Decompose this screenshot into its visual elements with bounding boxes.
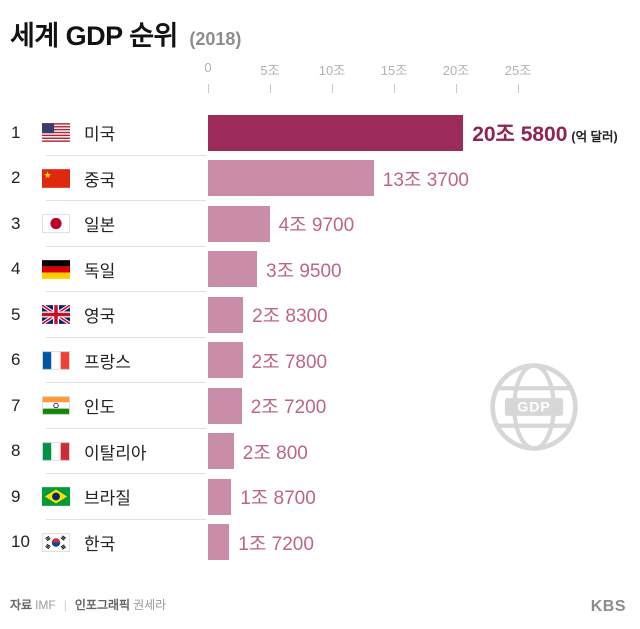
axis-tick-label: 0 <box>204 60 212 75</box>
table-row: 9 브라질 1조 8700 <box>0 474 640 520</box>
table-row: 3 일본 4조 9700 <box>0 201 640 247</box>
gdp-bar <box>208 114 464 151</box>
axis-tick-label: 15조 <box>380 63 408 78</box>
table-row: 5 영국 2조 8300 <box>0 292 640 338</box>
credit-label: 인포그래픽 <box>74 598 131 612</box>
bar-zone: 20조 5800 (억 달러) <box>208 110 618 156</box>
page-title: 세계 GDP 순위 (2018) <box>10 14 241 53</box>
credit-value: 권세라 <box>133 598 167 612</box>
axis-tick-label: 5조 <box>260 63 280 78</box>
rank-label: 5 <box>11 304 21 324</box>
gdp-value-label: 1조 7200 <box>238 533 314 555</box>
gdp-value-label: 2조 8300 <box>252 306 328 328</box>
gdp-bar <box>208 524 230 561</box>
bar-zone: 2조 8300 <box>208 292 328 338</box>
footer: 자료 IMF | 인포그래픽 권세라 KBS <box>10 596 626 615</box>
country-label: 프랑스 <box>84 352 131 372</box>
gdp-bar <box>208 205 270 242</box>
flag-fr-icon <box>42 350 70 370</box>
flag-in-icon <box>42 396 70 416</box>
table-row: 8 이탈리아 2조 800 <box>0 429 640 475</box>
rank-label: 3 <box>11 213 21 233</box>
country-label: 영국 <box>84 307 116 327</box>
flag-it-icon <box>42 441 70 461</box>
axis-tick-mark <box>332 84 333 93</box>
rank-label: 1 <box>11 122 21 142</box>
gdp-bar <box>208 387 242 424</box>
country-label: 독일 <box>84 261 116 281</box>
bar-zone: 4조 9700 <box>208 201 354 247</box>
country-label: 일본 <box>84 216 116 236</box>
axis-tick-mark <box>394 84 395 93</box>
table-row: 1 미국 20조 5800 (억 달러) <box>0 110 640 156</box>
country-label: 브라질 <box>84 489 131 509</box>
country-label: 중국 <box>84 170 116 190</box>
table-row: 4 독일 3조 9500 <box>0 247 640 293</box>
gdp-value-label: 2조 7200 <box>250 397 327 419</box>
title-year: (2018) <box>189 29 242 49</box>
rank-label: 7 <box>11 395 21 415</box>
rank-label: 2 <box>11 168 21 188</box>
bar-zone: 1조 8700 <box>208 474 316 520</box>
gdp-globe-watermark-icon: GDP <box>487 360 581 454</box>
gdp-bar <box>208 251 257 288</box>
rank-label: 6 <box>11 350 21 370</box>
gdp-value-label: 2조 800 <box>242 442 308 464</box>
source-label: 자료 <box>10 598 33 612</box>
bar-zone: 13조 3700 <box>208 156 469 202</box>
country-label: 이탈리아 <box>84 443 147 463</box>
axis-tick-label: 25조 <box>504 63 532 78</box>
gdp-bar <box>208 296 244 333</box>
x-axis: 0 5조 10조 15조 20조 25조 <box>0 0 640 100</box>
source-value: IMF <box>35 598 56 612</box>
flag-de-icon <box>42 259 70 279</box>
unit-note: (억 달러) <box>571 129 618 144</box>
bar-zone: 1조 7200 <box>208 520 314 566</box>
flag-us-icon <box>42 123 70 143</box>
gdp-value-label: 1조 8700 <box>240 488 316 510</box>
table-row: 2 중국 13조 3700 <box>0 156 640 202</box>
gdp-bar <box>208 478 232 515</box>
flag-gb-icon <box>42 305 70 325</box>
rank-label: 4 <box>11 259 21 279</box>
bar-zone: 3조 9500 <box>208 247 342 293</box>
table-row: 10 한국 1조 7200 <box>0 520 640 566</box>
country-label: 인도 <box>84 398 116 418</box>
kbs-logo: KBS <box>590 598 626 615</box>
country-label: 한국 <box>84 534 116 554</box>
axis-tick-label: 20조 <box>442 63 470 78</box>
table-row: 6 프랑스 2조 7800 <box>0 338 640 384</box>
gdp-value-label: 20조 5800 (억 달러) <box>472 122 618 146</box>
bar-zone: 2조 7800 <box>208 338 327 384</box>
gdp-value-label: 2조 7800 <box>251 351 328 373</box>
gdp-bar <box>208 342 243 379</box>
rank-label: 9 <box>11 486 21 506</box>
bar-zone: 2조 7200 <box>208 383 326 429</box>
axis-tick-mark <box>518 84 519 93</box>
footer-divider: | <box>63 598 67 612</box>
rank-label: 10 <box>11 532 30 552</box>
flag-kr-icon <box>42 532 70 552</box>
gdp-value-label: 13조 3700 <box>382 169 469 191</box>
flag-br-icon <box>42 487 70 507</box>
table-row: 7 인도 2조 7200 <box>0 383 640 429</box>
flag-cn-icon <box>42 168 70 188</box>
title-text: 세계 GDP 순위 <box>10 21 178 51</box>
chart-rows: 1 미국 20조 5800 (억 달러) 2 중국 13조 3700 3 일본 4조 9700 4 독… <box>0 110 640 565</box>
axis-tick-mark <box>270 84 271 93</box>
bar-zone: 2조 800 <box>208 429 308 475</box>
axis-tick-label: 10조 <box>318 63 346 78</box>
axis-tick-mark <box>456 84 457 93</box>
rank-label: 8 <box>11 441 21 461</box>
watermark-text: GDP <box>517 399 550 415</box>
gdp-bar <box>208 160 374 197</box>
gdp-value-label: 4조 9700 <box>278 215 355 237</box>
gdp-value-label: 3조 9500 <box>266 260 342 282</box>
gdp-bar <box>208 433 234 470</box>
country-label: 미국 <box>84 125 116 145</box>
flag-jp-icon <box>42 214 70 234</box>
axis-tick-mark <box>208 84 209 93</box>
